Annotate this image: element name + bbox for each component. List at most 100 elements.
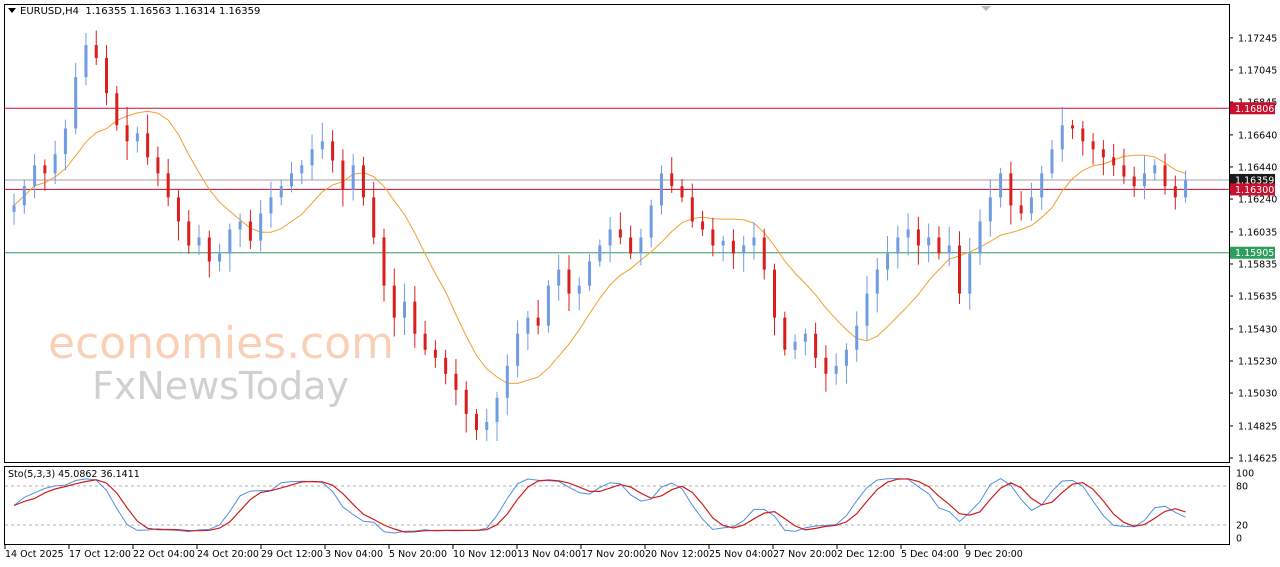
candle-bull[interactable] <box>238 221 242 230</box>
candle-bear[interactable] <box>680 186 684 198</box>
candle-bear[interactable] <box>94 45 98 58</box>
candle-bull[interactable] <box>351 165 355 190</box>
candle-bear[interactable] <box>444 357 448 374</box>
candle-bear[interactable] <box>454 373 458 390</box>
candle-bear[interactable] <box>783 317 787 350</box>
candle-bull[interactable] <box>135 133 139 142</box>
candle-bull[interactable] <box>1142 173 1146 187</box>
candle-bear[interactable] <box>701 221 705 230</box>
candle-bear[interactable] <box>433 349 437 358</box>
candle-bear[interactable] <box>176 197 180 222</box>
candle-bull[interactable] <box>999 173 1003 198</box>
candle-bear[interactable] <box>372 197 376 238</box>
candle-bull[interactable] <box>1040 173 1044 198</box>
candle-bull[interactable] <box>495 397 499 422</box>
candle-bull[interactable] <box>557 269 561 286</box>
candle-bull[interactable] <box>968 253 972 294</box>
candle-bull[interactable] <box>1029 197 1033 214</box>
candle-bull[interactable] <box>228 229 232 254</box>
candle-bull[interactable] <box>84 45 88 78</box>
candle-bull[interactable] <box>752 237 756 246</box>
candle-bull[interactable] <box>855 325 859 350</box>
candle-bull[interactable] <box>218 253 222 262</box>
chevron-down-icon[interactable] <box>8 8 16 13</box>
candle-bull[interactable] <box>988 197 992 222</box>
candle-bear[interactable] <box>1122 165 1126 177</box>
candle-bull[interactable] <box>793 341 797 350</box>
candle-bull[interactable] <box>947 245 951 254</box>
candle-bear[interactable] <box>187 221 191 246</box>
candle-bear[interactable] <box>690 197 694 222</box>
candle-bear[interactable] <box>937 237 941 254</box>
candle-bull[interactable] <box>577 285 581 294</box>
candle-bull[interactable] <box>63 128 67 155</box>
candle-bull[interactable] <box>1060 125 1064 150</box>
candle-bull[interactable] <box>197 237 201 246</box>
candle-bull[interactable] <box>22 186 26 206</box>
candle-bear[interactable] <box>814 333 818 358</box>
candle-bear[interactable] <box>248 221 252 241</box>
candle-bear[interactable] <box>361 165 365 198</box>
candle-bear[interactable] <box>1009 173 1013 206</box>
candle-bear[interactable] <box>1173 186 1177 198</box>
candle-bull[interactable] <box>834 365 838 374</box>
candle-bull[interactable] <box>1184 179 1188 198</box>
candle-bear[interactable] <box>413 301 417 334</box>
candle-bear[interactable] <box>1091 141 1095 150</box>
candle-bear[interactable] <box>1112 157 1116 166</box>
candle-bull[interactable] <box>639 237 643 254</box>
candle-bear[interactable] <box>536 317 540 326</box>
candle-bull[interactable] <box>803 333 807 342</box>
candle-bull[interactable] <box>659 173 663 206</box>
candle-bull[interactable] <box>320 141 324 150</box>
candle-bull[interactable] <box>742 245 746 254</box>
candle-bear[interactable] <box>392 285 396 318</box>
candle-bull[interactable] <box>588 261 592 286</box>
candle-bull[interactable] <box>33 165 37 187</box>
candle-bull[interactable] <box>649 205 653 238</box>
candle-bull[interactable] <box>978 221 982 254</box>
candle-bear[interactable] <box>629 237 633 254</box>
candle-bear[interactable] <box>1081 128 1085 142</box>
candle-bull[interactable] <box>1050 149 1054 174</box>
candle-bear[interactable] <box>773 269 777 318</box>
candle-bear[interactable] <box>670 173 674 187</box>
candle-bear[interactable] <box>618 229 622 238</box>
candle-bull[interactable] <box>53 154 57 174</box>
candle-bear[interactable] <box>423 333 427 350</box>
candle-bull[interactable] <box>875 269 879 294</box>
candle-bull[interactable] <box>865 293 869 326</box>
candle-bear[interactable] <box>464 389 468 414</box>
candle-bear[interactable] <box>1132 176 1136 187</box>
candle-bull[interactable] <box>1153 165 1157 174</box>
candle-bull[interactable] <box>608 229 612 246</box>
candle-bear[interactable] <box>43 165 47 174</box>
chart-shift-marker[interactable] <box>981 6 991 11</box>
candle-bear[interactable] <box>916 229 920 246</box>
candle-bear[interactable] <box>957 245 961 294</box>
candle-bull[interactable] <box>546 285 550 326</box>
candle-bull[interactable] <box>896 237 900 254</box>
candle-bull[interactable] <box>886 253 890 270</box>
candle-bull[interactable] <box>906 229 910 238</box>
candle-bear[interactable] <box>474 413 478 430</box>
candle-bull[interactable] <box>598 245 602 262</box>
candle-bear[interactable] <box>207 237 211 262</box>
candle-bull[interactable] <box>300 165 304 174</box>
candle-bear[interactable] <box>105 57 109 94</box>
candle-bear[interactable] <box>731 240 735 254</box>
candle-bull[interactable] <box>526 317 530 334</box>
candle-bear[interactable] <box>382 237 386 286</box>
candle-bear[interactable] <box>762 237 766 270</box>
candle-bull[interactable] <box>721 240 725 246</box>
candle-bull[interactable] <box>485 421 489 430</box>
candle-bull[interactable] <box>12 205 16 212</box>
candle-bear[interactable] <box>711 229 715 246</box>
candle-bear[interactable] <box>824 357 828 374</box>
candle-bear[interactable] <box>567 269 571 294</box>
candle-bear[interactable] <box>156 157 160 174</box>
candle-bear[interactable] <box>166 173 170 198</box>
candle-bear[interactable] <box>1019 205 1023 214</box>
candle-bear[interactable] <box>125 125 129 142</box>
